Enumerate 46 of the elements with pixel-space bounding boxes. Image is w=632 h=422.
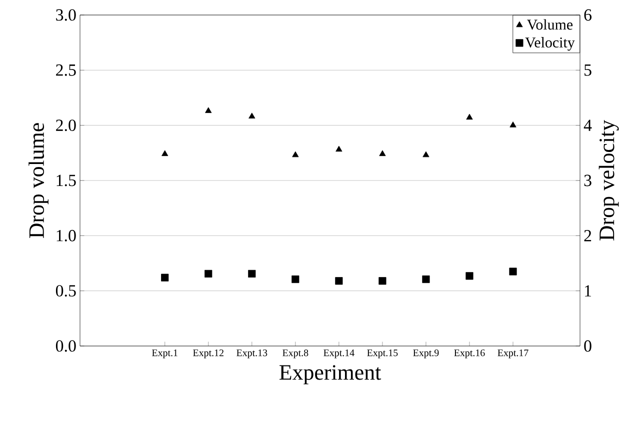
y2-tick-label: 3 — [584, 174, 592, 186]
point — [161, 274, 169, 282]
legend-label: Volume — [526, 19, 573, 30]
y-axis-title: Drop volume — [28, 123, 48, 238]
x-tick-label: Expt.14 — [324, 350, 354, 358]
point — [378, 277, 386, 285]
point — [204, 270, 212, 278]
point — [466, 272, 474, 280]
y-tick-label: 1.5 — [56, 174, 76, 186]
point — [248, 270, 256, 278]
point — [466, 114, 473, 120]
point — [248, 112, 256, 118]
y2-tick-label: 5 — [584, 64, 592, 76]
point — [205, 107, 212, 113]
x-tick-label: Expt.8 — [282, 350, 308, 358]
legend-label: Velocity — [525, 37, 575, 51]
y2-tick-label: 1 — [585, 285, 591, 296]
x-tick-label: Expt.1 — [152, 350, 178, 358]
point — [292, 151, 299, 158]
y2-tick-label: 4 — [584, 120, 592, 131]
point — [509, 268, 517, 276]
point — [422, 275, 430, 284]
y2-tick-label: 0 — [584, 340, 592, 352]
point — [422, 151, 430, 158]
y-tick-label: 0.5 — [56, 285, 76, 297]
y-tick-label: 3.0 — [56, 9, 76, 21]
y-tick-label: 2.5 — [56, 64, 76, 76]
x-tick-label: Expt.9 — [413, 350, 439, 358]
x-axis-title: Experiment — [280, 365, 382, 384]
point — [335, 277, 343, 285]
y-tick-label: 0.0 — [56, 340, 76, 352]
point — [379, 150, 386, 156]
x-tick-label: Expt.12 — [193, 350, 224, 358]
x-tick-label: Expt.13 — [236, 350, 268, 358]
point — [162, 150, 168, 156]
y2-axis-title: Drop velocity — [598, 120, 619, 240]
x-tick-label: Expt.17 — [498, 350, 528, 358]
y2-tick-label: 6 — [584, 9, 592, 21]
x-tick-label: Expt.16 — [454, 350, 485, 358]
point — [292, 275, 300, 284]
y-tick-label: 1.0 — [56, 230, 76, 242]
point — [510, 122, 516, 128]
x-tick-label: Expt.15 — [367, 350, 398, 358]
point — [336, 146, 342, 152]
y2-tick-label: 2 — [584, 230, 592, 242]
y-tick-label: 2.0 — [56, 120, 76, 132]
